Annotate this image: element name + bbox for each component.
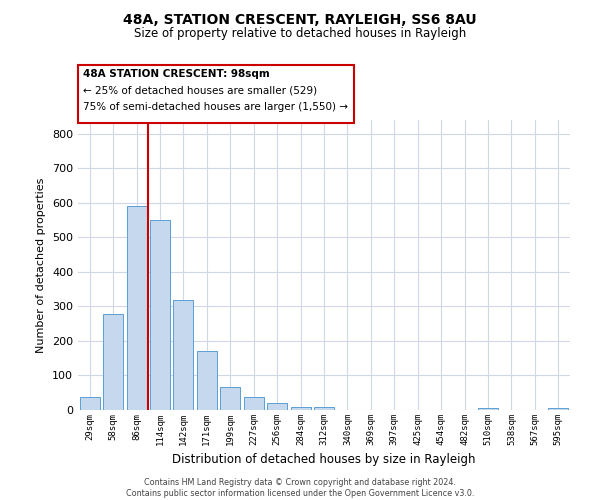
Bar — [197, 352, 217, 410]
Bar — [103, 314, 123, 410]
Bar — [150, 220, 170, 410]
Text: 48A STATION CRESCENT: 98sqm: 48A STATION CRESCENT: 98sqm — [83, 69, 269, 79]
Text: Contains HM Land Registry data © Crown copyright and database right 2024.
Contai: Contains HM Land Registry data © Crown c… — [126, 478, 474, 498]
Bar — [220, 387, 240, 410]
Bar — [548, 408, 568, 410]
Text: Size of property relative to detached houses in Rayleigh: Size of property relative to detached ho… — [134, 28, 466, 40]
Bar — [80, 397, 100, 410]
X-axis label: Distribution of detached houses by size in Rayleigh: Distribution of detached houses by size … — [172, 454, 476, 466]
Text: 75% of semi-detached houses are larger (1,550) →: 75% of semi-detached houses are larger (… — [83, 102, 348, 112]
Bar — [478, 408, 498, 410]
Y-axis label: Number of detached properties: Number of detached properties — [37, 178, 46, 352]
Bar — [127, 206, 146, 410]
Bar — [314, 406, 334, 410]
Bar — [267, 403, 287, 410]
Text: 48A, STATION CRESCENT, RAYLEIGH, SS6 8AU: 48A, STATION CRESCENT, RAYLEIGH, SS6 8AU — [123, 12, 477, 26]
Bar — [244, 397, 263, 410]
Bar — [290, 406, 311, 410]
Text: ← 25% of detached houses are smaller (529): ← 25% of detached houses are smaller (52… — [83, 86, 317, 96]
Bar — [173, 300, 193, 410]
